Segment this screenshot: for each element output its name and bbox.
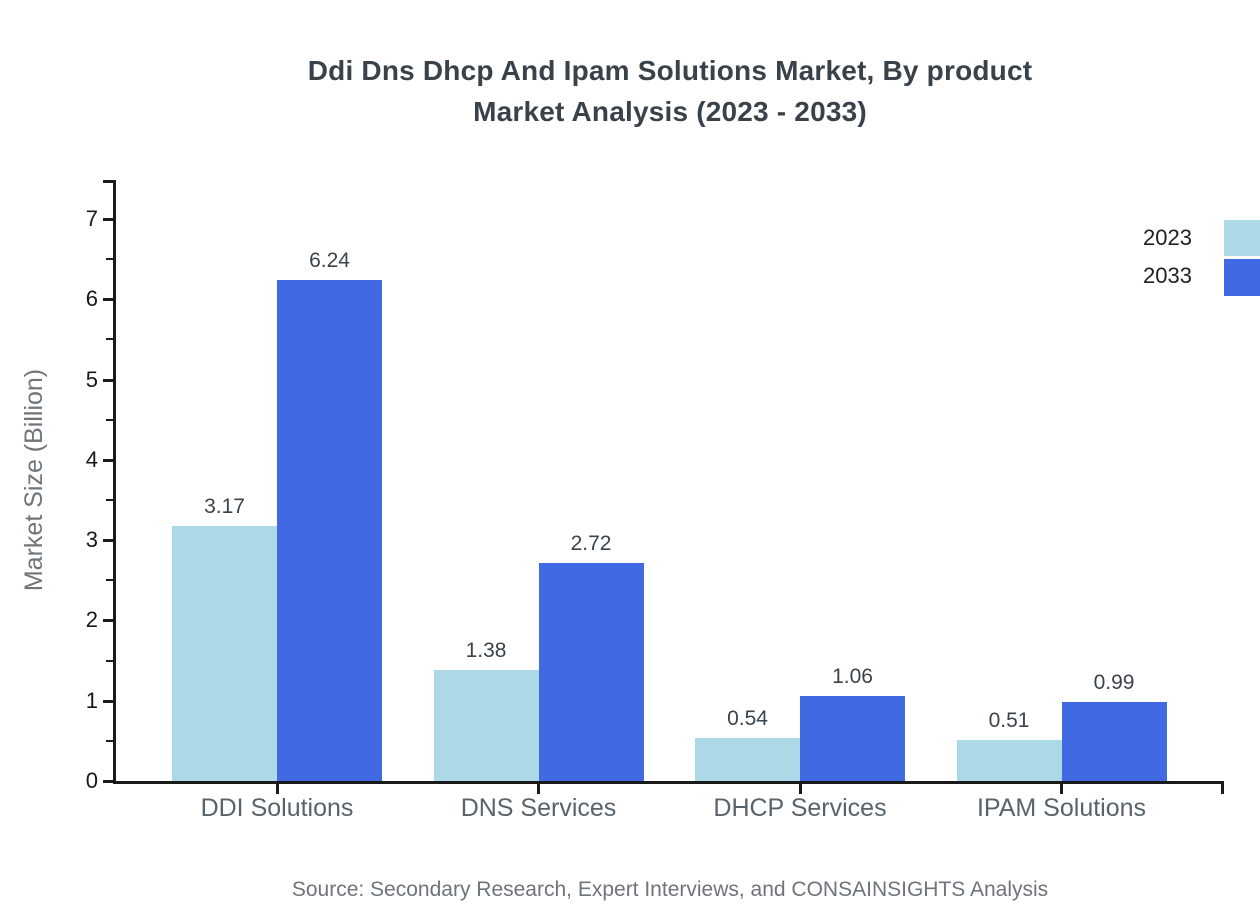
y-tick-label-1: 1 [85,687,98,713]
y-major-tick-5 [103,378,113,382]
y-minor-tick-0.5 [106,739,113,742]
x-axis-endcap-tick [1221,784,1224,794]
y-tick-label-3: 3 [85,527,98,553]
bar-value-label-2033-dns-services: 2.72 [570,531,612,555]
chart-title-line-1: Ddi Dns Dhcp And Ipam Solutions Market, … [307,55,1033,86]
source-text: Source: Secondary Research, Expert Inter… [291,878,1049,901]
legend-swatch-2033 [1224,259,1260,296]
y-tick-label-7: 7 [85,206,98,231]
y-major-tick-0 [103,780,113,783]
y-tick-label-5: 5 [85,366,98,392]
bar-2033-dhcp-services [800,695,905,781]
bar-value-label-2033-ipam-solutions: 0.99 [1093,670,1135,694]
x-category-label-ddi-solutions: DDI Solutions [200,794,354,822]
y-major-tick-7 [103,218,113,221]
y-major-tick-4 [103,458,113,462]
x-category-label-dns-services: DNS Services [460,794,617,822]
x-tick-ddi-solutions [275,784,279,794]
y-tick-label-0: 0 [85,768,98,793]
bar-2023-dhcp-services [695,737,800,781]
y-minor-tick-1.5 [106,659,113,662]
y-tick-label-4: 4 [85,446,98,472]
bar-2033-ipam-solutions [1061,701,1167,781]
bar-2023-ipam-solutions [956,740,1062,781]
bar-value-label-2023-ipam-solutions: 0.51 [988,709,1030,733]
bar-value-label-2033-ddi-solutions: 6.24 [309,249,350,273]
bar-value-label-2023-ddi-solutions: 3.17 [204,495,245,519]
bar-value-label-2023-dhcp-services: 0.54 [727,706,768,730]
bar-value-label-2023-dns-services: 1.38 [465,639,507,663]
x-tick-dhcp-services [798,784,802,794]
y-minor-tick-6.5 [106,258,113,261]
y-major-tick-3 [103,539,113,543]
bar-2033-dns-services [538,562,644,781]
y-axis-endcap-tick [103,180,113,183]
bar-2023-dns-services [433,670,539,781]
y-major-tick-1 [103,699,113,703]
bar-2023-ddi-solutions [172,526,277,781]
legend-label-2033: 2033 [1143,263,1192,288]
y-minor-tick-3.5 [106,499,113,501]
y-minor-tick-4.5 [106,418,113,421]
y-major-tick-2 [103,619,113,623]
y-axis-spine [113,180,116,784]
y-tick-label-2: 2 [85,607,98,633]
y-major-tick-6 [103,298,113,302]
legend-label-2023: 2023 [1143,225,1192,250]
x-category-label-ipam-solutions: IPAM Solutions [976,794,1147,822]
x-category-label-dhcp-services: DHCP Services [713,794,887,822]
chart-title-line-2: Market Analysis (2023 - 2033) [473,96,867,127]
y-minor-tick-5.5 [106,338,113,341]
x-tick-dns-services [537,784,540,794]
y-tick-label-6: 6 [85,286,98,312]
bar-2033-ddi-solutions [277,280,382,781]
x-tick-ipam-solutions [1060,784,1063,794]
x-axis-spine [113,781,1224,784]
legend-swatch-2023 [1224,220,1260,256]
bar-value-label-2033-dhcp-services: 1.06 [832,664,873,688]
y-minor-tick-2.5 [106,579,113,582]
